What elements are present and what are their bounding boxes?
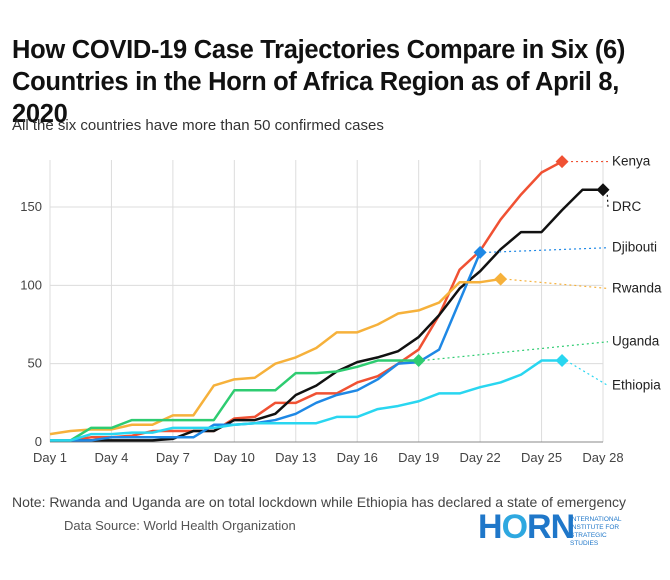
logo-subtitle: INTERNATIONAL INSTITUTE FOR STRATEGIC ST… [570, 516, 622, 547]
series-label-kenya: Kenya [612, 154, 651, 169]
series-label-ethiopia: Ethiopia [612, 378, 661, 393]
leader-line-drc [606, 189, 609, 208]
end-marker-djibouti [473, 245, 487, 259]
x-tick-label: Day 13 [275, 450, 316, 465]
y-tick-label: 0 [35, 434, 42, 449]
end-marker-drc [596, 183, 610, 197]
axis-labels: Day 1 Day 4 Day 7 Day 10 Day 13 Day 16 Day 19 D… [20, 199, 623, 465]
x-tick-label: Day 19 [398, 450, 439, 465]
chart-title: How COVID-19 Case Trajectories Compare i… [12, 36, 626, 128]
end-marker-rwanda [494, 272, 508, 286]
leader-line-ethiopia [565, 360, 609, 387]
end-marker-kenya [555, 155, 569, 169]
series-label-rwanda: Rwanda [612, 280, 662, 295]
series-label-djibouti: Djibouti [612, 240, 657, 255]
end-labels: Kenya DRC Djibouti Rwanda Uganda Ethiopia [422, 154, 662, 393]
y-tick-label: 150 [20, 199, 42, 214]
x-tick-label: Day 7 [156, 450, 190, 465]
x-tick-label: Day 25 [521, 450, 562, 465]
end-marker-uganda [412, 354, 426, 368]
series-line-djibouti [50, 251, 482, 442]
data-source: Data Source: World Health Organization [64, 518, 296, 533]
chart-subtitle: All the six countries have more than 50 … [12, 117, 384, 134]
leader-line-djibouti [484, 247, 609, 254]
series-lines [49, 155, 610, 442]
x-tick-label: Day 4 [94, 450, 128, 465]
leader-line-rwanda [504, 278, 609, 290]
series-line-rwanda [49, 277, 501, 436]
series-line-kenya [50, 160, 563, 442]
x-tick-label: Day 16 [337, 450, 378, 465]
series-line-uganda [50, 359, 419, 442]
y-tick-label: 100 [20, 277, 42, 292]
logo-wordmark: HORN [478, 508, 575, 546]
series-line-drc [50, 188, 603, 442]
series-line-ethiopia [50, 359, 563, 442]
series-label-drc: DRC [612, 199, 641, 214]
x-tick-label: Day 22 [460, 450, 501, 465]
footnote: Note: Rwanda and Uganda are on total loc… [12, 494, 627, 510]
x-tick-label: Day 28 [582, 450, 623, 465]
end-marker-ethiopia [555, 354, 569, 368]
y-tick-label: 50 [28, 356, 42, 371]
series-label-uganda: Uganda [612, 334, 660, 349]
x-tick-label: Day 1 [33, 450, 67, 465]
leader-line-uganda [422, 341, 609, 362]
x-tick-label: Day 10 [214, 450, 255, 465]
